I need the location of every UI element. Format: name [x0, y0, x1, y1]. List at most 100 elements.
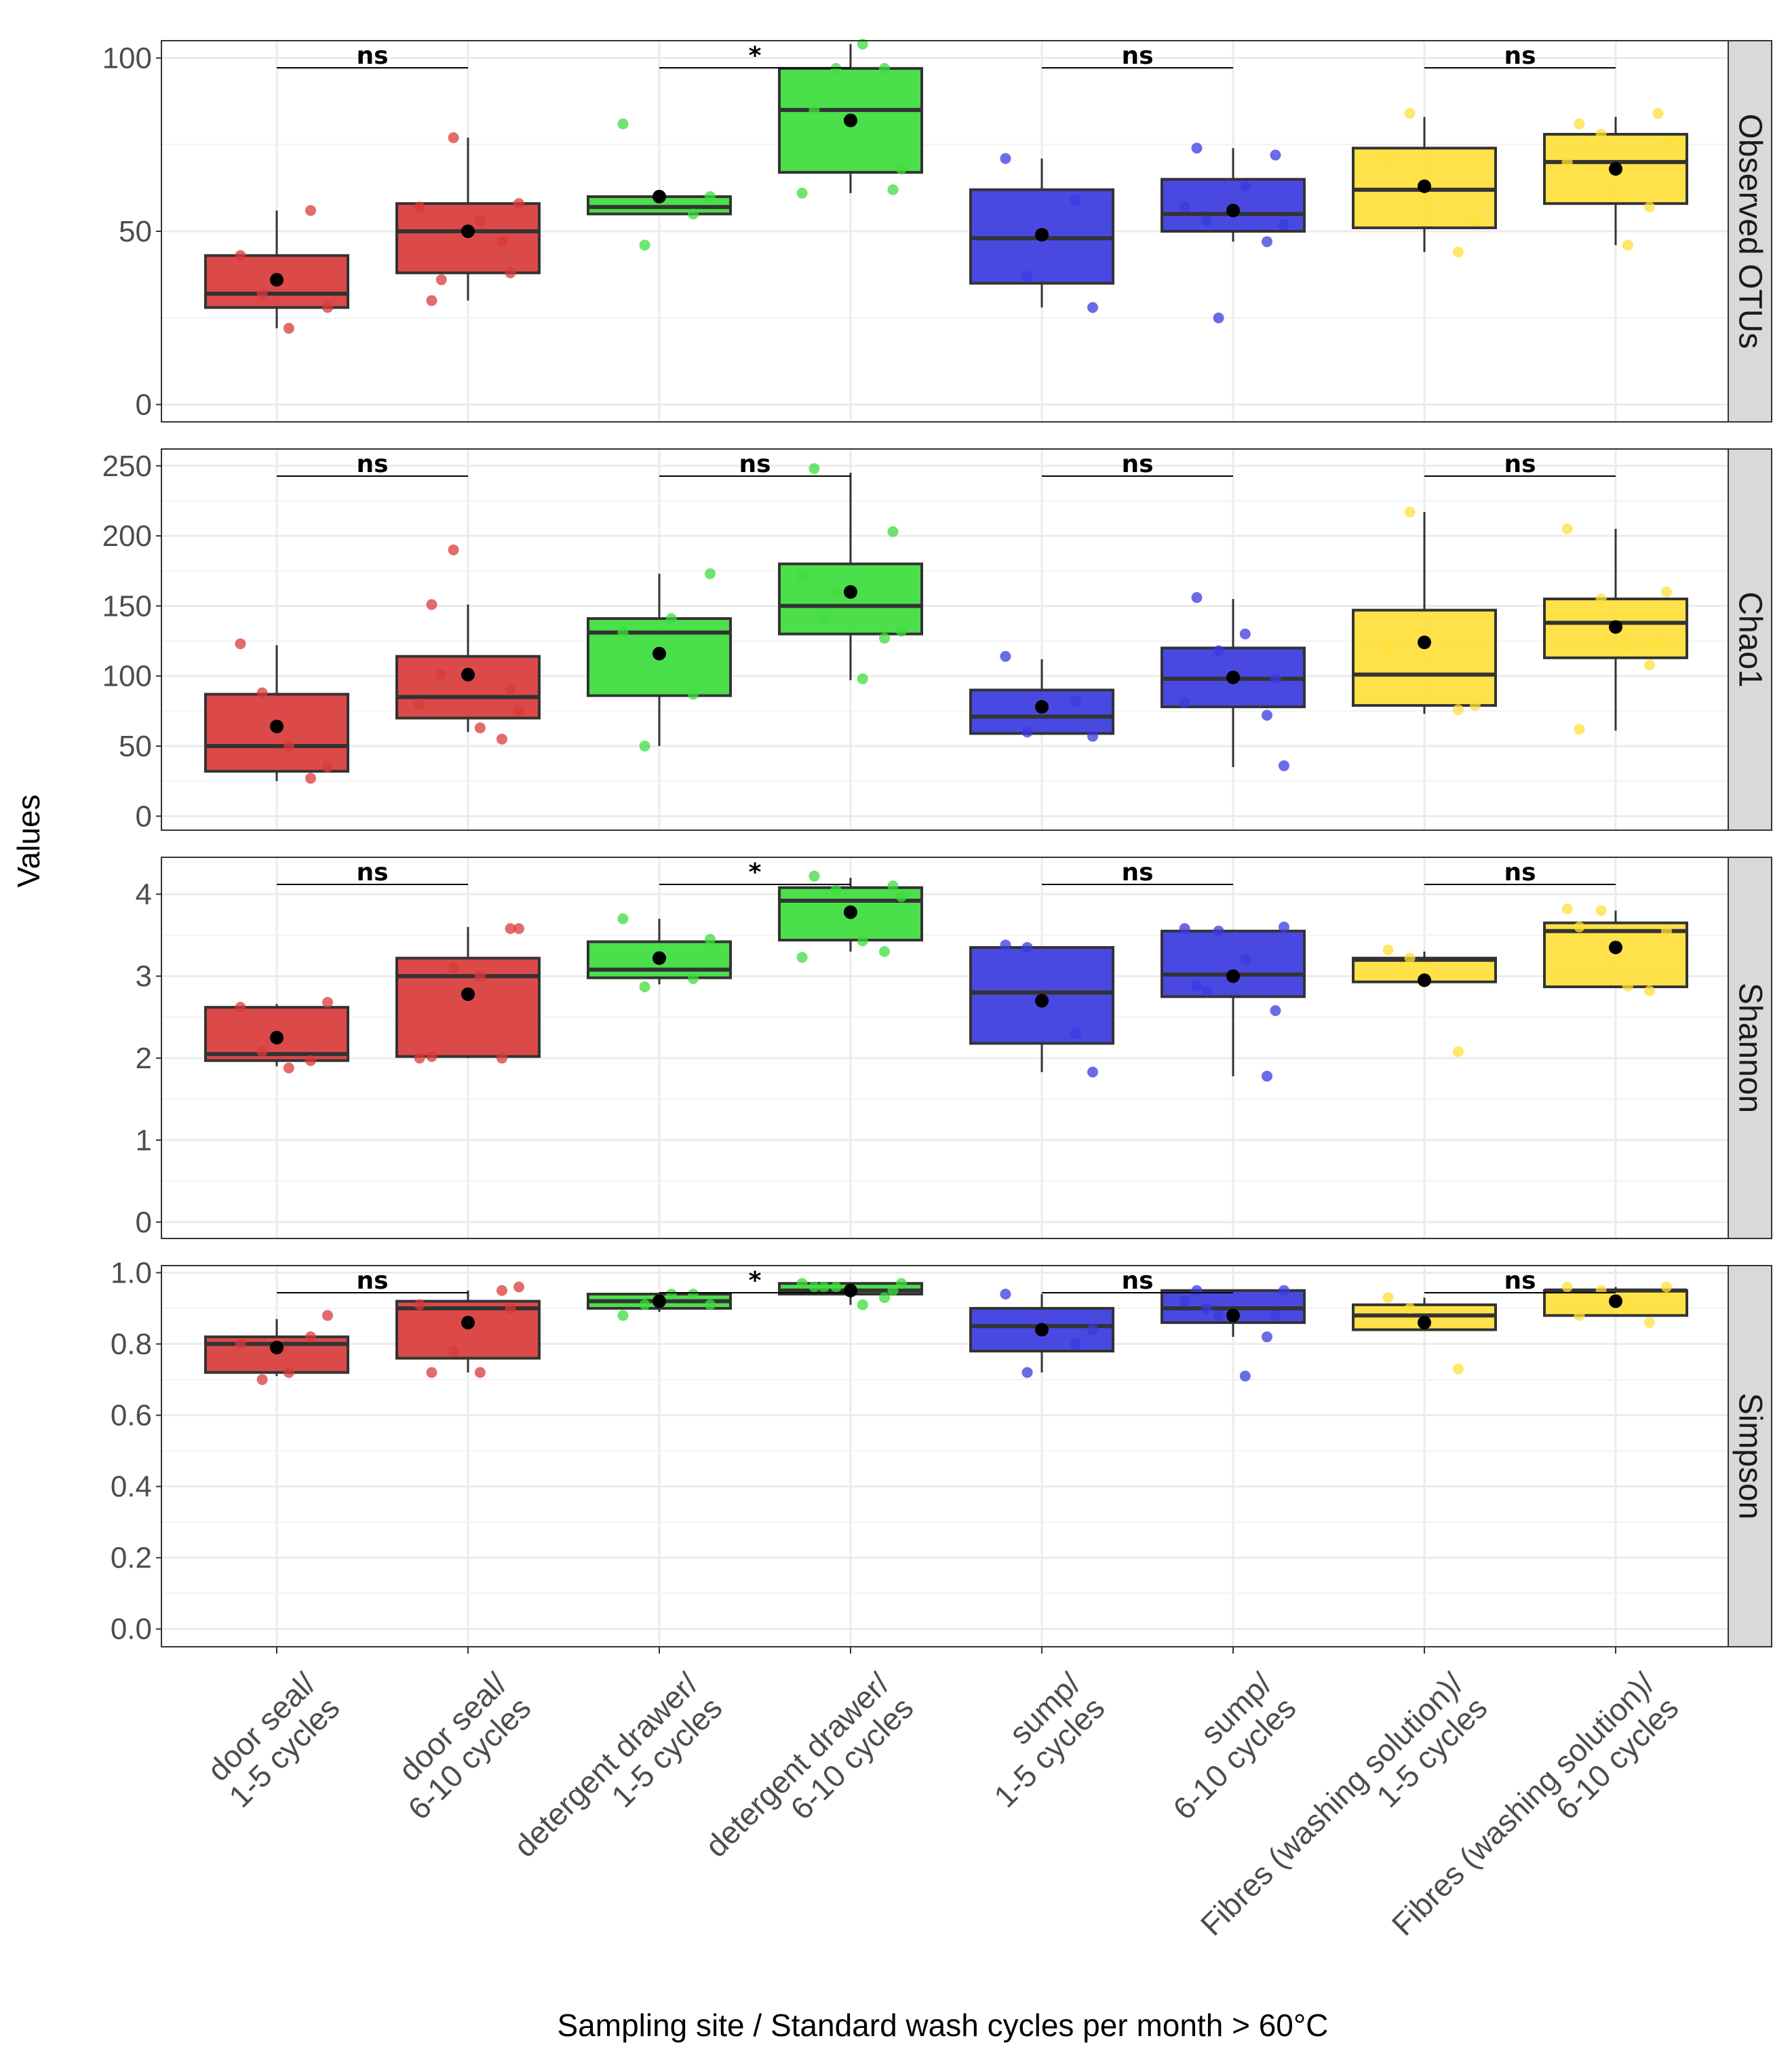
data-point — [235, 1002, 246, 1013]
facet-strip — [1728, 857, 1772, 1239]
data-point — [474, 971, 486, 982]
facet-strip-label: Shannon — [1732, 983, 1768, 1113]
data-point — [687, 973, 699, 984]
data-point — [1201, 1303, 1212, 1314]
box — [395, 202, 541, 275]
data-point — [1643, 201, 1655, 213]
data-point — [1382, 1292, 1394, 1304]
data-point — [1213, 312, 1224, 324]
data-point — [1574, 724, 1585, 735]
data-point — [1070, 195, 1081, 206]
data-point — [1000, 650, 1011, 662]
box-group — [778, 463, 923, 684]
data-point — [887, 526, 899, 537]
panel-1: 0 50 100 150 200 250 ns ns ns ns Chao1 — [102, 448, 1772, 833]
mean-point — [652, 1294, 666, 1308]
data-point — [1452, 1363, 1464, 1375]
mean-point — [844, 113, 857, 128]
box-group — [395, 132, 541, 307]
data-point — [256, 288, 268, 299]
mean-point — [1035, 994, 1049, 1008]
data-point — [1087, 1324, 1098, 1335]
data-point — [513, 705, 524, 717]
mean-point — [270, 1030, 284, 1044]
data-point — [1561, 1281, 1573, 1293]
data-point — [305, 773, 316, 784]
box-group — [587, 118, 732, 251]
mean-point — [1226, 969, 1240, 983]
data-point — [435, 669, 447, 680]
data-point — [1179, 697, 1190, 708]
y-tick-label: 0.0 — [111, 1613, 152, 1646]
data-point — [830, 586, 842, 598]
data-point — [1021, 1367, 1033, 1378]
box — [395, 956, 541, 1058]
data-point — [1000, 1289, 1011, 1300]
data-point — [1278, 218, 1289, 230]
mean-point — [1609, 940, 1622, 954]
data-point — [448, 132, 459, 144]
significance-label: ns — [1504, 42, 1536, 70]
data-point — [256, 1046, 268, 1057]
data-point — [1261, 709, 1272, 721]
data-point — [1278, 921, 1289, 933]
data-point — [878, 632, 890, 644]
box-group — [1352, 108, 1497, 258]
box-group — [778, 1278, 923, 1310]
mean-point — [1035, 228, 1049, 242]
data-point — [505, 923, 516, 935]
data-point — [1270, 1310, 1281, 1321]
data-point — [895, 891, 907, 903]
data-point — [448, 1346, 459, 1357]
data-point — [1191, 980, 1203, 992]
data-point — [1070, 1338, 1081, 1350]
mean-point — [844, 585, 857, 599]
mean-point — [270, 720, 284, 734]
data-point — [1021, 941, 1033, 953]
data-point — [878, 945, 890, 957]
data-point — [1261, 1331, 1272, 1343]
box-group — [587, 1289, 732, 1321]
data-point — [513, 198, 524, 210]
significance-label: ns — [356, 1267, 388, 1295]
data-point — [704, 568, 716, 579]
box-group — [1543, 1281, 1688, 1329]
data-point — [235, 1338, 246, 1350]
box-group — [969, 939, 1114, 1078]
data-point — [1179, 1295, 1190, 1307]
x-tick-label: door seal/1-5 cycles — [198, 1666, 347, 1814]
data-point — [448, 544, 459, 555]
mean-point — [461, 667, 475, 682]
data-point — [435, 274, 447, 286]
facet-strip-label: Observed OTUs — [1732, 114, 1768, 349]
facet-strip-label: Chao1 — [1732, 591, 1768, 687]
box-group — [1161, 921, 1306, 1082]
box-group — [395, 923, 541, 1064]
x-tick-label: detergent drawer/6-10 cycles — [698, 1666, 920, 1888]
data-point — [1660, 586, 1672, 598]
data-point — [513, 1281, 524, 1293]
data-point — [322, 996, 333, 1008]
data-point — [1643, 1317, 1655, 1329]
data-point — [474, 1367, 486, 1378]
box-group — [1161, 592, 1306, 771]
data-point — [448, 962, 459, 974]
data-point — [809, 870, 820, 882]
data-point — [639, 1299, 650, 1310]
data-point — [426, 1367, 437, 1378]
y-tick-label: 0.4 — [111, 1470, 152, 1504]
mean-point — [652, 951, 666, 965]
box-group — [1543, 903, 1688, 997]
mean-point — [270, 1340, 284, 1354]
data-point — [617, 118, 629, 130]
mean-point — [844, 1283, 857, 1297]
y-tick-label: 0 — [136, 388, 152, 421]
data-point — [1595, 128, 1607, 140]
box-group — [969, 650, 1114, 742]
data-point — [1201, 985, 1212, 997]
data-point — [1643, 659, 1655, 671]
data-point — [1595, 1285, 1607, 1296]
significance-label: ns — [356, 859, 388, 886]
data-point — [1404, 506, 1416, 517]
mean-point — [1035, 700, 1049, 714]
